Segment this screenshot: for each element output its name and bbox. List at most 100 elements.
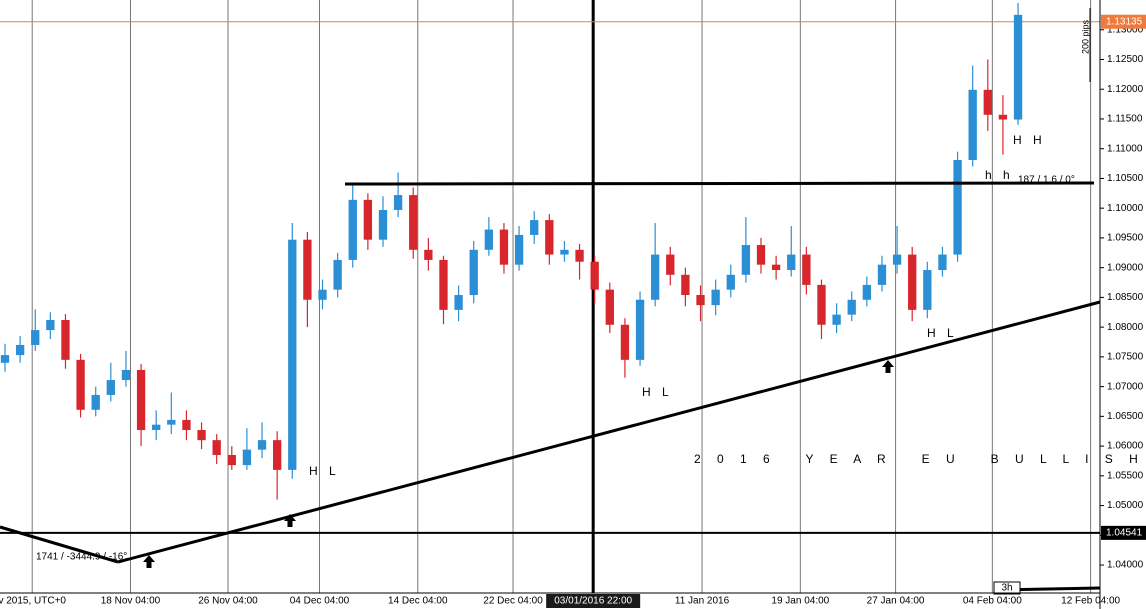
candle-body bbox=[711, 289, 720, 306]
candle-body bbox=[121, 369, 131, 381]
candle-body bbox=[847, 299, 856, 315]
candle-body bbox=[197, 430, 206, 441]
y-tick-label: 1.08500 bbox=[1107, 292, 1144, 303]
x-tick-label: 14 Dec 04:00 bbox=[388, 596, 448, 607]
candle-body bbox=[756, 245, 766, 265]
y-tick-label: 1.06000 bbox=[1107, 441, 1144, 452]
candle-body bbox=[106, 380, 115, 395]
candle-body bbox=[31, 330, 40, 345]
candle-body bbox=[605, 289, 614, 325]
candle-body bbox=[212, 440, 221, 456]
candle-body bbox=[303, 239, 312, 300]
candle-body bbox=[938, 254, 947, 271]
annotation: H L bbox=[309, 464, 340, 478]
y-tick-label: 1.06500 bbox=[1107, 411, 1144, 422]
arrow bbox=[143, 555, 155, 568]
x-tick-label: 11 Jan 2016 bbox=[675, 596, 730, 607]
candle-body bbox=[832, 314, 841, 325]
candle-body bbox=[923, 270, 932, 310]
candle-body bbox=[590, 261, 599, 290]
x-tick-label: 04 Dec 04:00 bbox=[290, 596, 350, 607]
x-tick-label: 18 Nov 04:00 bbox=[101, 596, 161, 607]
candle-body bbox=[620, 324, 630, 360]
candle-body bbox=[802, 254, 811, 285]
candle-body bbox=[953, 159, 962, 255]
candle-body bbox=[363, 199, 373, 240]
candle-body bbox=[514, 234, 524, 265]
candle-body bbox=[998, 114, 1008, 120]
candle-body bbox=[968, 89, 977, 160]
y-tick-label: 1.11500 bbox=[1107, 114, 1143, 125]
candle-body bbox=[499, 229, 509, 265]
y-tick-label: 1.13000 bbox=[1107, 24, 1144, 35]
candle-body bbox=[242, 449, 252, 466]
arrows bbox=[143, 360, 894, 568]
trend-line bbox=[0, 525, 119, 564]
candle-body bbox=[167, 419, 176, 425]
candle-body bbox=[892, 254, 902, 265]
candle-body bbox=[787, 254, 796, 271]
y-tick-label: 1.05000 bbox=[1107, 500, 1144, 511]
candle-body bbox=[288, 239, 297, 470]
candle-body bbox=[651, 254, 660, 300]
candle-body bbox=[545, 220, 554, 255]
x-tick-label: 27 Jan 04:00 bbox=[867, 596, 925, 607]
y-tick-label: 1.07000 bbox=[1107, 381, 1144, 392]
candle-body bbox=[1013, 14, 1023, 120]
x-tick-label: 12 Feb 04:00 bbox=[1061, 596, 1120, 607]
candle-body bbox=[983, 89, 992, 115]
y-tick-label: 1.12000 bbox=[1107, 84, 1144, 95]
y-tick-label: 1.10000 bbox=[1107, 203, 1144, 214]
crosshair-label-box bbox=[546, 594, 641, 608]
candle-body bbox=[76, 359, 85, 410]
candle-body bbox=[439, 259, 448, 310]
x-tick-label: 04 Feb 04:00 bbox=[963, 596, 1022, 607]
annotation: H H bbox=[1013, 133, 1046, 147]
candle-body bbox=[318, 289, 327, 300]
y-tick-label: 1.09000 bbox=[1107, 262, 1144, 273]
candle-body bbox=[46, 319, 55, 331]
candle-body bbox=[484, 229, 493, 250]
candle-body bbox=[409, 195, 418, 250]
candle-body bbox=[182, 419, 191, 431]
x-tick-label: v 2015, UTC+0 bbox=[0, 596, 66, 607]
candle-body bbox=[61, 319, 70, 360]
candle-body bbox=[696, 295, 705, 306]
price-label-box bbox=[1101, 525, 1146, 540]
candle-body bbox=[393, 195, 403, 210]
annotation: 1741 / -3444.9 / -16° bbox=[36, 552, 127, 563]
y-tick-label: 1.11000 bbox=[1107, 143, 1143, 154]
candle-body bbox=[227, 455, 236, 466]
y-tick-label: 1.05500 bbox=[1107, 470, 1144, 481]
candle-body bbox=[575, 249, 584, 262]
candle-body bbox=[454, 295, 463, 310]
candle-body bbox=[666, 254, 675, 275]
annotation: 2 0 1 6 Y E A R E U B U L L I S H bbox=[694, 452, 1144, 466]
candle-body bbox=[272, 440, 282, 470]
y-tick-label: 1.04000 bbox=[1107, 560, 1144, 571]
y-tick-label: 1.10500 bbox=[1107, 173, 1144, 184]
candle-body bbox=[152, 424, 161, 431]
candle-body bbox=[257, 440, 267, 450]
candle-body bbox=[378, 209, 388, 240]
price-label: 1.04541 bbox=[1106, 528, 1143, 539]
candle-body bbox=[877, 264, 887, 285]
candle-body bbox=[726, 274, 735, 290]
arrow bbox=[882, 360, 894, 373]
candle-body bbox=[771, 264, 781, 271]
y-tick-label: 1.12500 bbox=[1107, 54, 1144, 65]
timeframe: 3h bbox=[1001, 583, 1012, 594]
price-label-box bbox=[1101, 14, 1146, 29]
annotation: H L bbox=[927, 326, 958, 340]
arrow bbox=[284, 514, 296, 527]
annotation: 187 / 1.6 / 0° bbox=[1018, 175, 1075, 186]
candle-body bbox=[136, 369, 146, 431]
candle-body bbox=[741, 245, 751, 275]
resistance-line bbox=[344, 181, 1095, 186]
candle-body bbox=[91, 394, 100, 410]
candle-body bbox=[560, 249, 569, 255]
candle-body bbox=[530, 220, 539, 235]
annotation: h h bbox=[985, 168, 1014, 182]
